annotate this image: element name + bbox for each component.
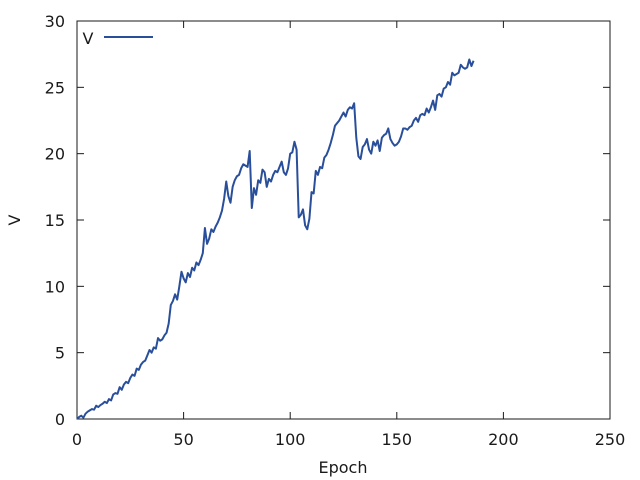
- x-tick-label: 150: [382, 430, 413, 449]
- y-tick-label: 0: [55, 410, 65, 429]
- axis-tick-labels: 0 50 100 150 200 250 0 5 10 15 20 25 30: [45, 12, 626, 449]
- y-tick-label: 5: [55, 344, 65, 363]
- x-tick-label: 50: [173, 430, 193, 449]
- legend: V: [83, 29, 153, 48]
- y-tick-label: 30: [45, 12, 65, 31]
- y-tick-label: 25: [45, 78, 65, 97]
- y-tick-label: 10: [45, 277, 65, 296]
- series-line-v: [76, 58, 475, 420]
- axis-ticks: [77, 21, 610, 419]
- x-axis-label: Epoch: [319, 458, 368, 477]
- series-layer: [76, 58, 475, 420]
- x-tick-label: 100: [275, 430, 306, 449]
- plot-frame: [76, 20, 611, 420]
- x-tick-label: 0: [72, 430, 82, 449]
- y-axis-label: V: [5, 214, 24, 225]
- legend-label-v: V: [83, 29, 94, 48]
- x-tick-label: 250: [595, 430, 626, 449]
- y-tick-label: 20: [45, 145, 65, 164]
- y-tick-label: 15: [45, 211, 65, 230]
- x-tick-label: 200: [488, 430, 519, 449]
